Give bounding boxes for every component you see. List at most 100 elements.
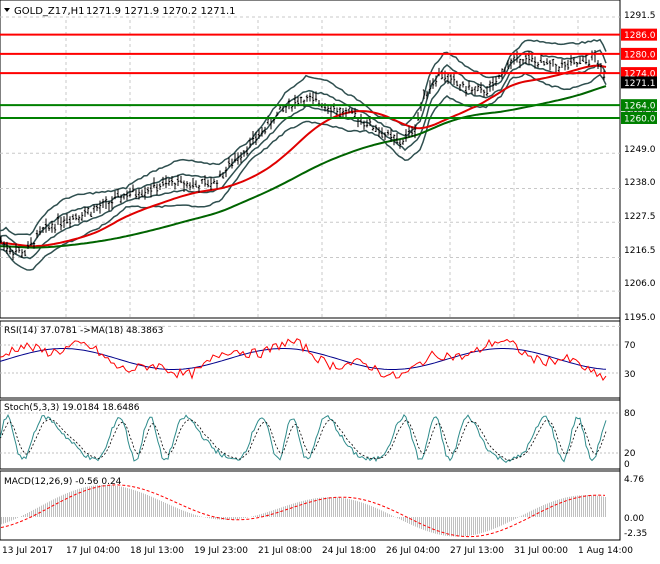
- macd-bar: [455, 517, 456, 537]
- macd-bar: [233, 517, 234, 520]
- macd-bar: [99, 485, 100, 517]
- price-tick: 1238.0: [624, 178, 656, 188]
- macd-bar: [599, 496, 600, 517]
- macd-tick-zero: 0.00: [624, 514, 644, 524]
- macd-bar: [13, 517, 14, 520]
- macd-bar: [37, 508, 38, 517]
- macd-bar: [387, 513, 388, 517]
- macd-bar: [509, 517, 510, 522]
- macd-bar: [523, 515, 524, 517]
- macd-bar: [135, 491, 136, 518]
- macd-bar: [465, 517, 466, 536]
- macd-bar: [63, 495, 64, 517]
- price-tick: 1195.0: [624, 313, 656, 323]
- rsi-tick-30: 30: [624, 370, 636, 380]
- macd-bar: [1, 517, 2, 524]
- macd-bar: [501, 517, 502, 526]
- macd-bar: [483, 517, 484, 533]
- macd-bar: [511, 517, 512, 521]
- macd-bar: [155, 499, 156, 518]
- macd-bar: [575, 496, 576, 517]
- macd-bar: [505, 517, 506, 524]
- macd-bar: [137, 491, 138, 517]
- macd-bar: [107, 485, 108, 517]
- symbol-label: GOLD_Z17,H1: [14, 6, 85, 17]
- macd-bar: [51, 500, 52, 517]
- macd-bar: [207, 517, 208, 518]
- macd-bar: [593, 495, 594, 517]
- macd-bar: [265, 513, 266, 517]
- macd-bar: [143, 493, 144, 517]
- macd-bar: [337, 497, 338, 517]
- macd-bar: [361, 502, 362, 517]
- macd-bar: [121, 487, 122, 517]
- macd-bar: [429, 517, 430, 532]
- macd-bar: [469, 517, 470, 536]
- macd-bar: [407, 517, 408, 523]
- macd-bar: [475, 517, 476, 535]
- macd-bar: [141, 493, 142, 517]
- macd-bar: [159, 500, 160, 517]
- macd-bar: [47, 503, 48, 518]
- macd-bar: [507, 517, 508, 523]
- macd-bar: [173, 507, 174, 518]
- macd-bar: [591, 495, 592, 517]
- macd-bar: [583, 495, 584, 517]
- macd-bar: [209, 517, 210, 518]
- macd-bar: [41, 506, 42, 517]
- price-tick: 1227.5: [624, 212, 656, 222]
- macd-bar: [467, 517, 468, 536]
- macd-bar: [129, 489, 130, 517]
- macd-bar: [373, 507, 374, 517]
- macd-bar: [197, 516, 198, 518]
- macd-bar: [289, 505, 290, 517]
- macd-bar: [117, 486, 118, 517]
- macd-bar: [535, 509, 536, 517]
- macd-bar: [163, 502, 164, 517]
- time-tick: 18 Jul 13:00: [130, 546, 184, 556]
- macd-bar: [5, 517, 6, 523]
- macd-bar: [115, 486, 116, 517]
- macd-bar: [341, 498, 342, 517]
- macd-bar: [145, 494, 146, 517]
- macd-bar: [161, 501, 162, 517]
- macd-bar: [605, 497, 606, 517]
- macd-bar: [417, 517, 418, 527]
- macd-bar: [193, 514, 194, 517]
- macd-bar: [293, 504, 294, 518]
- macd-bar: [65, 494, 66, 517]
- macd-bar: [283, 507, 284, 517]
- macd-bar: [149, 496, 150, 517]
- macd-bar: [153, 498, 154, 517]
- macd-bar: [515, 517, 516, 519]
- macd-bar: [91, 486, 92, 517]
- macd-bar: [239, 517, 240, 519]
- macd-bar: [525, 514, 526, 517]
- macd-bar: [331, 497, 332, 517]
- macd-bar: [447, 517, 448, 536]
- macd-bar: [87, 487, 88, 517]
- macd-bar: [297, 502, 298, 517]
- time-tick: 24 Jul 18:00: [322, 546, 376, 556]
- macd-bar: [127, 488, 128, 517]
- macd-bar: [25, 514, 26, 517]
- macd-bar: [585, 495, 586, 517]
- macd-bar: [371, 506, 372, 517]
- macd-bar: [513, 517, 514, 520]
- macd-bar: [225, 517, 226, 520]
- macd-bar: [119, 486, 120, 517]
- macd-bar: [53, 499, 54, 517]
- macd-bar: [103, 485, 104, 517]
- macd-bar: [183, 511, 184, 517]
- macd-bar: [109, 485, 110, 517]
- macd-bar: [411, 517, 412, 525]
- macd-bar: [481, 517, 482, 533]
- macd-bar: [577, 496, 578, 517]
- macd-bar: [23, 515, 24, 517]
- macd-bar: [357, 501, 358, 517]
- macd-bar: [71, 491, 72, 517]
- macd-bar: [89, 486, 90, 517]
- macd-tick-min: -2.35: [624, 529, 647, 539]
- macd-bar: [403, 517, 404, 521]
